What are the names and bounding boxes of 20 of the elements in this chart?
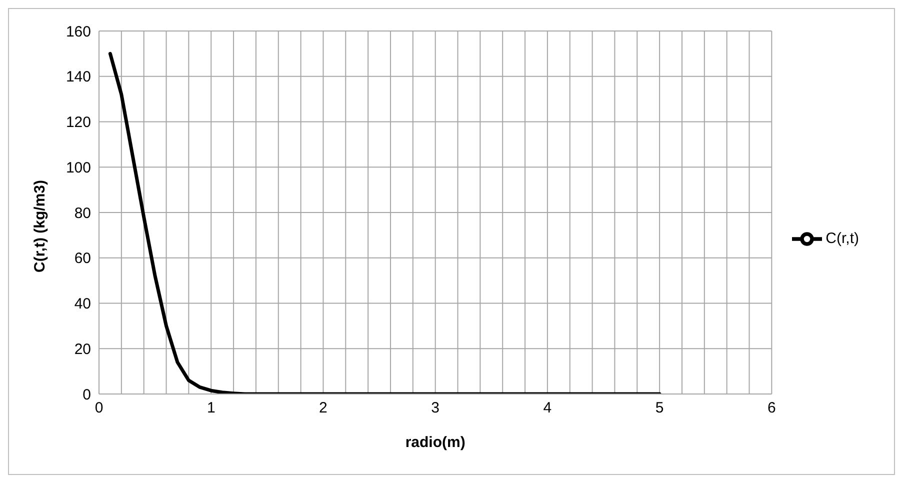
x-tick-label: 1 xyxy=(206,400,216,417)
x-tick-label: 2 xyxy=(319,400,328,417)
y-tick-label: 0 xyxy=(82,386,91,404)
x-tick-label: 4 xyxy=(543,400,552,417)
y-tick-label: 120 xyxy=(66,114,91,132)
y-tick-label: 60 xyxy=(74,250,91,268)
y-tick-label: 20 xyxy=(74,340,91,358)
y-tick-label: 160 xyxy=(66,23,91,40)
y-tick-label: 100 xyxy=(66,159,91,176)
x-tick-label: 5 xyxy=(655,400,664,417)
x-tick-label: 3 xyxy=(431,400,440,417)
x-tick-label: 6 xyxy=(768,400,776,417)
y-tick-label: 80 xyxy=(74,204,91,222)
x-tick-label: 0 xyxy=(94,400,104,417)
y-axis-title: C(r,t) (kg/m3) xyxy=(31,180,48,272)
y-tick-label: 40 xyxy=(74,296,91,313)
legend-label: C(r,t) xyxy=(826,230,859,247)
x-axis-title: radio(m) xyxy=(405,434,466,451)
line-series xyxy=(108,52,662,394)
y-tick-label: 140 xyxy=(66,68,91,86)
